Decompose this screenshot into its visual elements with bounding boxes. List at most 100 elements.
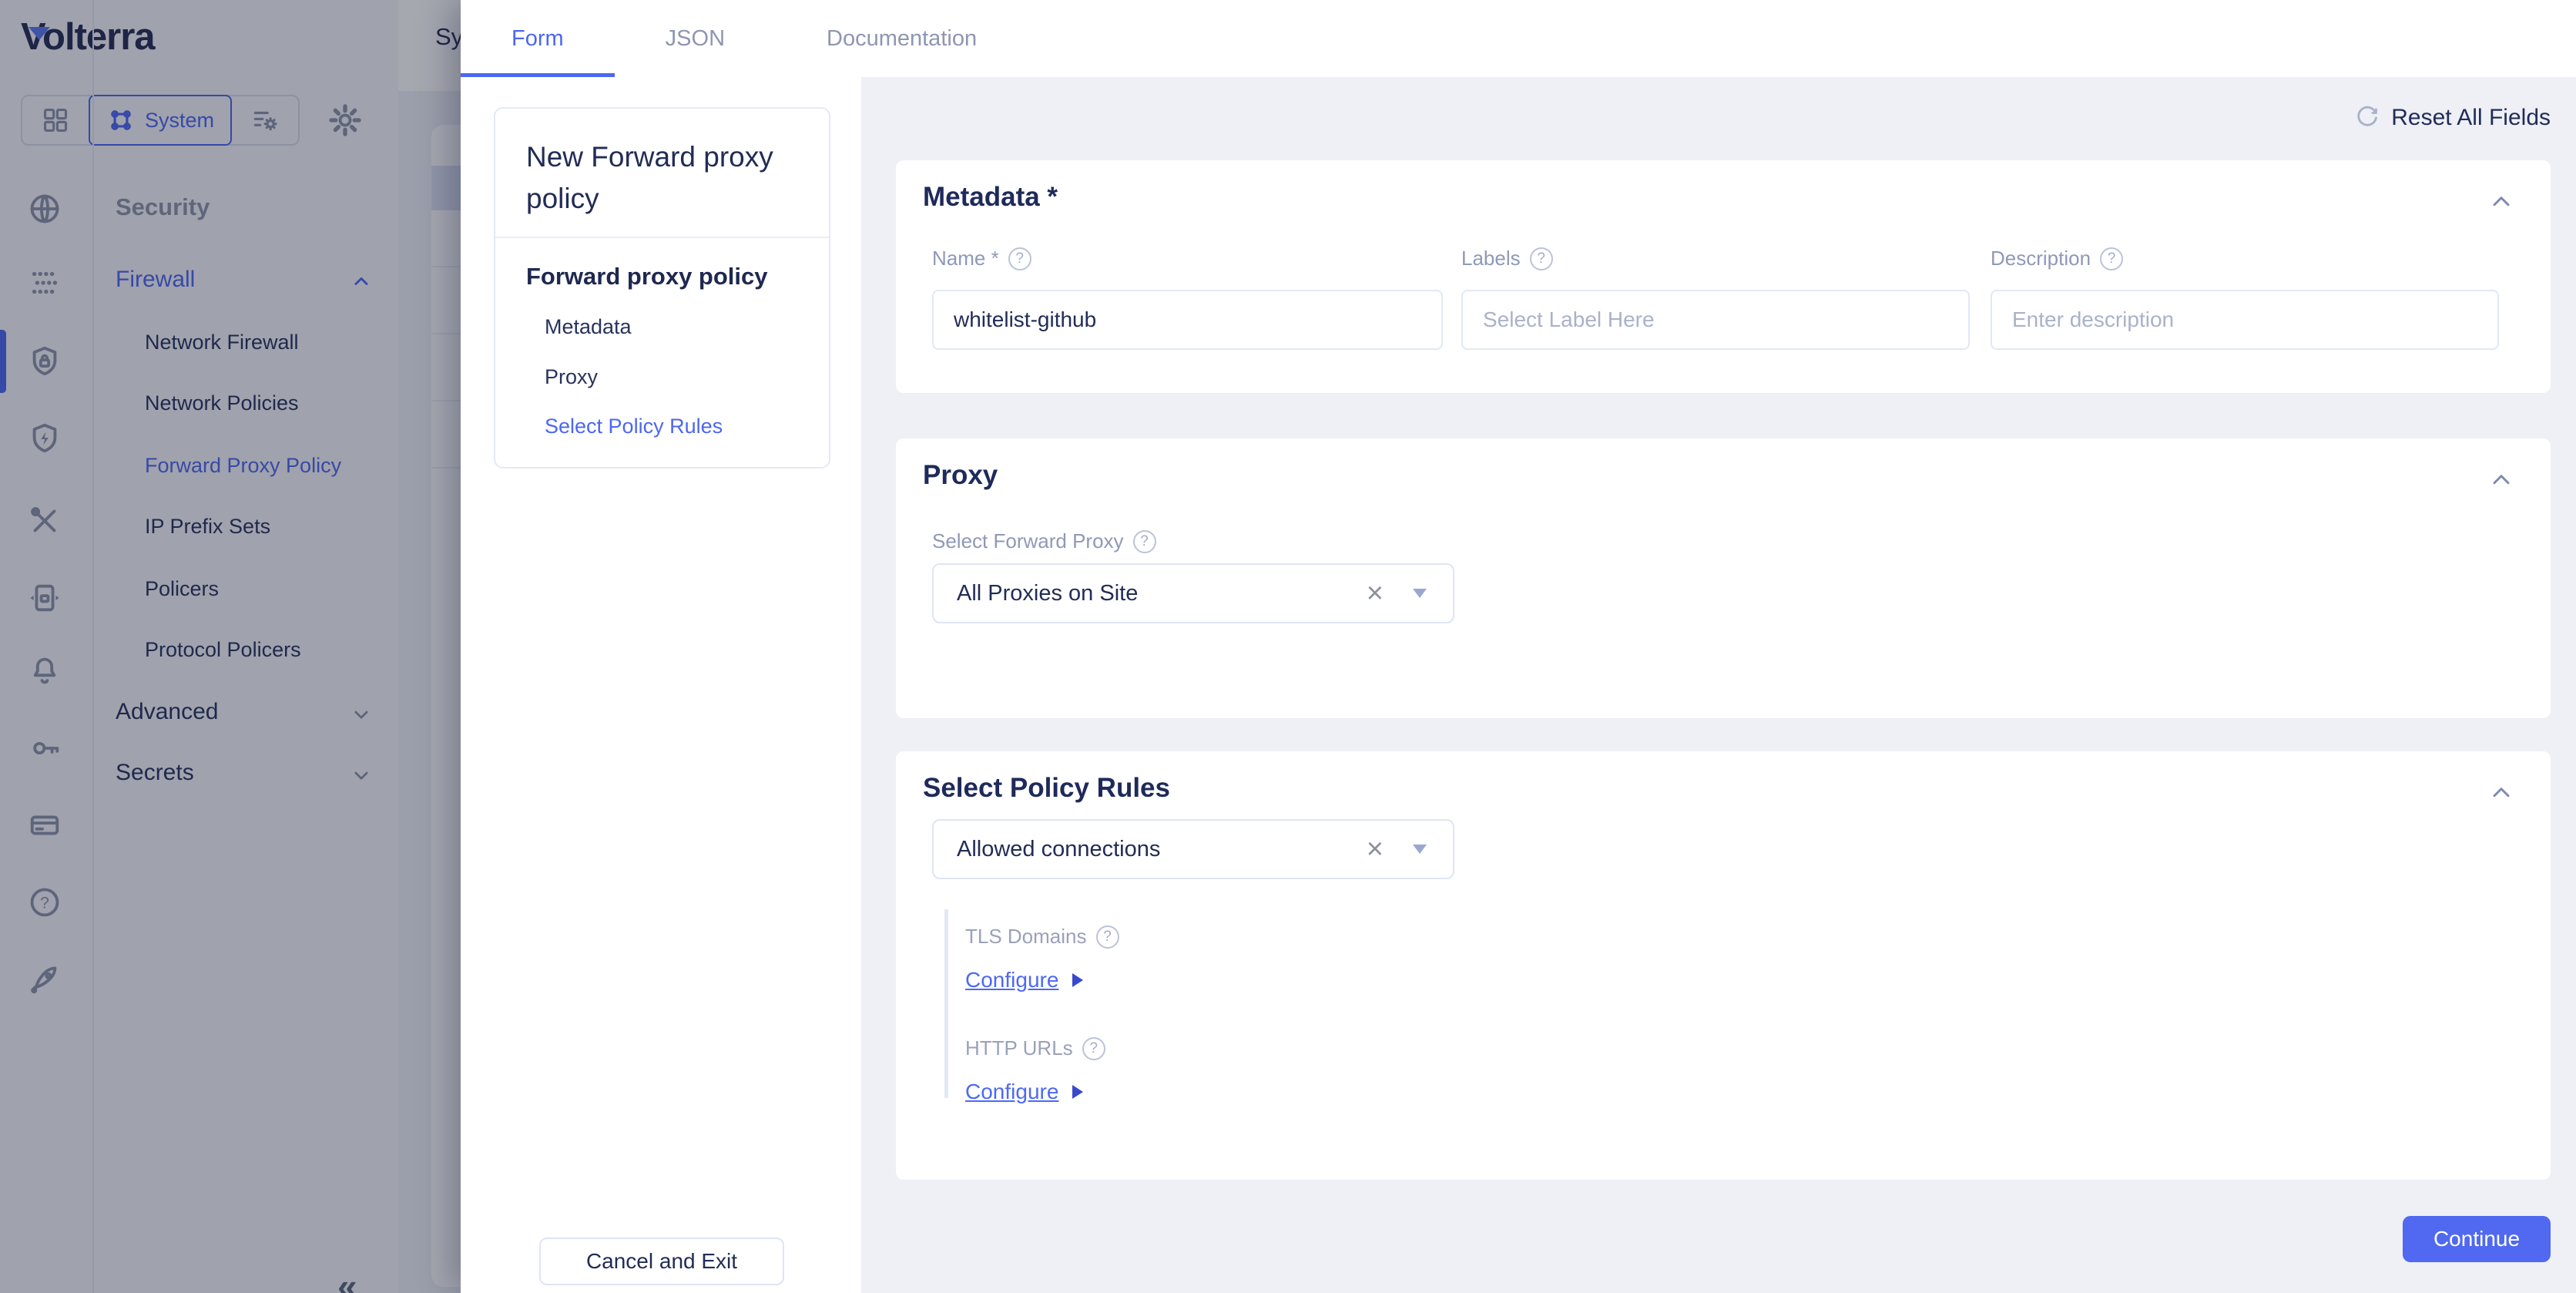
forward-proxy-policy-panel: Form JSON Documentation New Forward prox… — [461, 0, 2576, 1293]
chevron-up-icon[interactable] — [348, 268, 374, 294]
sidebar-group-secrets[interactable]: Secrets — [116, 760, 194, 785]
policy-rules-select-value: Allowed connections — [957, 836, 1161, 861]
proxy-section-card: Proxy Select Forward Proxy ? All Proxies… — [896, 438, 2551, 718]
clear-selection-icon[interactable]: × — [1366, 833, 1384, 865]
metadata-section-title: Metadata * — [923, 182, 1058, 212]
reset-all-fields-button[interactable]: Reset All Fields — [2354, 105, 2551, 131]
tls-domains-label-text: TLS Domains — [965, 925, 1087, 948]
help-nav-button[interactable]: ? — [27, 885, 62, 920]
sidebar-item-forward-proxy-policy[interactable]: Forward Proxy Policy — [145, 454, 342, 477]
tab-form-label: Form — [512, 25, 564, 51]
tab-form[interactable]: Form — [461, 0, 615, 77]
chevron-up-icon — [2493, 196, 2510, 207]
form-nav-item-metadata[interactable]: Metadata — [545, 315, 632, 338]
firewall-dots-icon — [32, 271, 58, 294]
clear-selection-icon[interactable]: × — [1366, 577, 1384, 610]
policy-rules-select[interactable]: Allowed connections × — [932, 819, 1454, 879]
secure-transfer-nav-button[interactable] — [27, 580, 62, 616]
firewall-nav-button[interactable] — [27, 265, 62, 301]
managed-objects-button[interactable] — [232, 96, 298, 144]
namespace-box-icon — [111, 110, 131, 130]
collapse-section-button[interactable] — [2487, 779, 2515, 807]
list-gear-icon — [253, 111, 277, 131]
labels-input[interactable] — [1461, 290, 1970, 350]
form-content: Reset All Fields Metadata * Name * ? Lab… — [861, 77, 2576, 1293]
getting-started-nav-button[interactable] — [27, 962, 62, 997]
tab-documentation[interactable]: Documentation — [776, 0, 1028, 77]
sites-nav-button[interactable] — [27, 191, 62, 227]
chevron-down-icon[interactable] — [348, 762, 374, 788]
panel-body: New Forward proxy policy Forward proxy p… — [461, 77, 2576, 1293]
refresh-icon — [2357, 106, 2378, 126]
forward-proxy-select[interactable]: All Proxies on Site × — [932, 563, 1454, 623]
tab-json[interactable]: JSON — [615, 0, 776, 77]
key-icon — [33, 741, 59, 755]
rocket-icon — [31, 966, 57, 994]
sidebar-group-firewall[interactable]: Firewall — [116, 267, 196, 292]
labels-label-text: Labels — [1461, 247, 1521, 270]
settings-button[interactable] — [327, 102, 363, 138]
http-urls-configure-link[interactable]: Configure — [965, 1080, 1084, 1104]
billing-nav-button[interactable] — [27, 808, 62, 843]
sidebar-item-network-firewall[interactable]: Network Firewall — [145, 331, 299, 354]
sidebar-collapse-button[interactable]: « — [337, 1266, 357, 1293]
namespace-selector-system[interactable]: System — [89, 95, 232, 146]
tls-domains-configure-link[interactable]: Configure — [965, 968, 1084, 992]
continue-button[interactable]: Continue — [2403, 1216, 2551, 1262]
grid-icon — [44, 108, 68, 133]
reset-all-fields-label: Reset All Fields — [2391, 105, 2551, 130]
chevron-up-icon — [2493, 788, 2510, 798]
ddos-nav-button[interactable] — [27, 421, 62, 456]
description-field-label: Description ? — [1991, 247, 2124, 270]
name-field-label: Name * ? — [932, 247, 1031, 270]
description-label-text: Description — [1991, 247, 2091, 270]
credentials-nav-button[interactable] — [27, 730, 62, 766]
doc-lock-icon — [30, 584, 59, 612]
sidebar: Volterra System — [0, 0, 398, 1293]
proxy-section-title: Proxy — [923, 460, 998, 490]
form-nav-item-select-policy-rules[interactable]: Select Policy Rules — [545, 415, 723, 438]
alerts-nav-button[interactable] — [27, 653, 62, 688]
cancel-and-exit-button[interactable]: Cancel and Exit — [539, 1238, 784, 1285]
chevron-down-icon[interactable] — [348, 701, 374, 727]
dropdown-caret-icon[interactable] — [1413, 845, 1427, 854]
tools-nav-button[interactable] — [27, 503, 62, 539]
icon-rail: ? — [0, 0, 94, 1293]
policy-rules-section-card: Select Policy Rules Allowed connections … — [896, 751, 2551, 1180]
modal-dim-overlay[interactable] — [0, 0, 461, 1293]
sidebar-item-ip-prefix-sets[interactable]: IP Prefix Sets — [145, 515, 271, 538]
chevron-up-icon — [2493, 475, 2510, 485]
select-forward-proxy-label-text: Select Forward Proxy — [932, 529, 1124, 552]
description-input[interactable] — [1991, 290, 2499, 350]
help-icon[interactable]: ? — [1082, 1036, 1105, 1060]
shield-lock-icon — [32, 346, 57, 376]
metadata-section-card: Metadata * Name * ? Labels ? Description — [896, 160, 2551, 393]
tab-documentation-label: Documentation — [827, 25, 978, 51]
http-urls-label: HTTP URLs ? — [965, 1036, 1105, 1060]
help-icon[interactable]: ? — [1529, 247, 1553, 270]
collapse-section-button[interactable] — [2487, 466, 2515, 494]
sidebar-item-network-policies[interactable]: Network Policies — [145, 391, 299, 415]
active-nav-indicator — [0, 330, 6, 393]
shield-bolt-icon — [32, 423, 57, 453]
collapse-section-button[interactable] — [2487, 188, 2515, 216]
form-title: New Forward proxy policy — [526, 141, 773, 214]
help-circle-icon: ? — [30, 888, 59, 917]
sidebar-item-protocol-policers[interactable]: Protocol Policers — [145, 638, 301, 661]
dropdown-caret-icon[interactable] — [1413, 589, 1427, 598]
help-icon[interactable]: ? — [1095, 925, 1119, 949]
sidebar-group-advanced[interactable]: Advanced — [116, 699, 219, 724]
form-nav-item-proxy[interactable]: Proxy — [545, 365, 599, 388]
select-forward-proxy-label: Select Forward Proxy ? — [932, 529, 1156, 553]
help-icon[interactable]: ? — [1008, 247, 1031, 270]
policy-rules-section-title: Select Policy Rules — [923, 773, 1170, 803]
help-icon[interactable]: ? — [1132, 529, 1156, 553]
namespace-toolbar: System — [21, 95, 300, 146]
card-icon — [30, 815, 59, 835]
grid-view-button[interactable] — [22, 96, 89, 144]
name-input[interactable] — [932, 290, 1443, 350]
sidebar-item-policers[interactable]: Policers — [145, 577, 220, 600]
security-nav-button[interactable] — [27, 344, 62, 379]
help-icon[interactable]: ? — [2100, 247, 2124, 270]
panel-tabbar: Form JSON Documentation — [461, 0, 2576, 77]
